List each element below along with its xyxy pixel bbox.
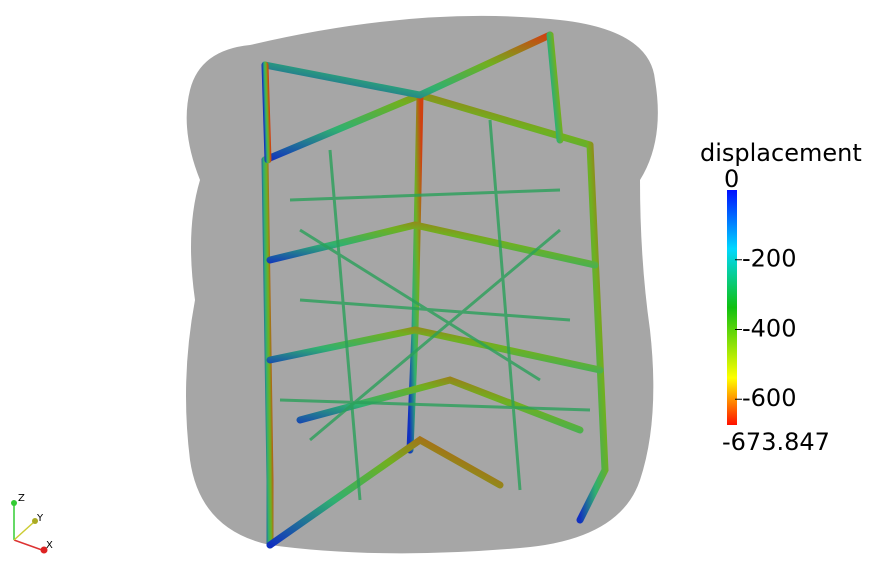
axis-label-y: Y xyxy=(36,513,44,524)
orientation-axes: Z Y X xyxy=(11,493,53,554)
colorbar-title: displacement xyxy=(700,139,862,167)
render-view: displacement 0 -673.847 Z Y X -200 -400 -6… xyxy=(0,0,878,580)
colorbar-tick-label: -200 xyxy=(742,245,796,273)
axis-label-z: Z xyxy=(18,493,25,504)
colorbar-min-label: -673.847 xyxy=(722,428,830,456)
colorbar-tick-label: -400 xyxy=(742,314,796,342)
colorbar-max-label: 0 xyxy=(724,165,739,193)
axis-label-x: X xyxy=(46,540,53,551)
colorbar-tick-label: -600 xyxy=(742,384,796,412)
page: {"colorbar": {"title": "displacement", "… xyxy=(0,0,878,580)
colorbar xyxy=(727,190,737,425)
